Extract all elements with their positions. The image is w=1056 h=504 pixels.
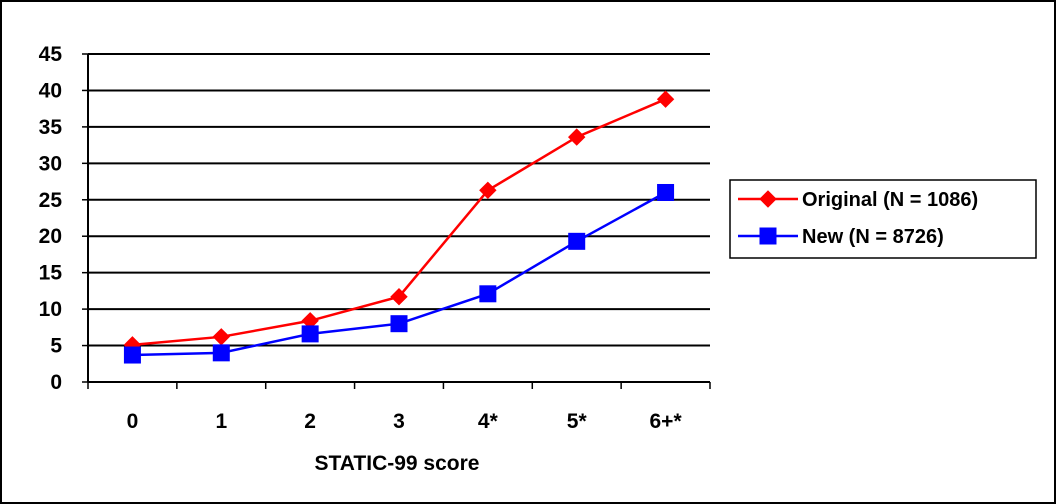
data-point bbox=[656, 90, 675, 108]
series bbox=[123, 90, 675, 364]
data-point bbox=[301, 325, 319, 343]
y-tick-label: 5 bbox=[50, 335, 62, 358]
axes bbox=[82, 53, 711, 389]
gridlines bbox=[88, 53, 710, 347]
data-point bbox=[657, 183, 675, 201]
y-tick-label: 30 bbox=[39, 152, 62, 175]
data-point bbox=[390, 288, 408, 306]
y-tick-label: 20 bbox=[39, 225, 62, 248]
y-tick-label: 35 bbox=[39, 116, 63, 139]
y-tick-label: 25 bbox=[39, 189, 63, 212]
legend-label: Original (N = 1086) bbox=[802, 189, 978, 211]
x-tick-label: 1 bbox=[215, 410, 227, 433]
legend: Original (N = 1086) New (N = 8726) bbox=[729, 179, 1037, 259]
series-2 bbox=[123, 183, 675, 364]
x-tick-label: 2 bbox=[304, 410, 316, 433]
y-tick-label: 40 bbox=[39, 79, 62, 102]
legend-box bbox=[729, 179, 1037, 259]
x-tick-label: 3 bbox=[393, 410, 405, 433]
x-tick-label: 5* bbox=[567, 410, 588, 433]
data-point bbox=[212, 344, 230, 362]
data-point bbox=[568, 232, 586, 250]
series-1 bbox=[123, 90, 675, 354]
x-tick-label: 4* bbox=[478, 410, 499, 433]
x-tick-label: 0 bbox=[127, 410, 139, 433]
legend-marker bbox=[759, 227, 777, 245]
x-axis-label: STATIC-99 score bbox=[315, 452, 480, 475]
x-tick-label: 6+* bbox=[650, 410, 683, 433]
data-point bbox=[479, 181, 497, 200]
y-tick-label: 10 bbox=[39, 298, 62, 321]
legend-label: New (N = 8726) bbox=[802, 226, 944, 248]
x-tick-labels: 0 1 2 3 4* 5* 6+* bbox=[127, 410, 683, 433]
y-tick-labels: 0 5 10 15 20 25 30 35 40 45 bbox=[39, 43, 63, 394]
data-point bbox=[390, 315, 408, 333]
y-tick-label: 45 bbox=[39, 43, 63, 66]
y-tick-label: 15 bbox=[39, 262, 63, 285]
data-point bbox=[123, 346, 141, 364]
legend-marker bbox=[759, 190, 777, 208]
data-point bbox=[568, 128, 586, 146]
y-tick-label: 0 bbox=[50, 371, 62, 394]
data-point bbox=[479, 285, 497, 303]
